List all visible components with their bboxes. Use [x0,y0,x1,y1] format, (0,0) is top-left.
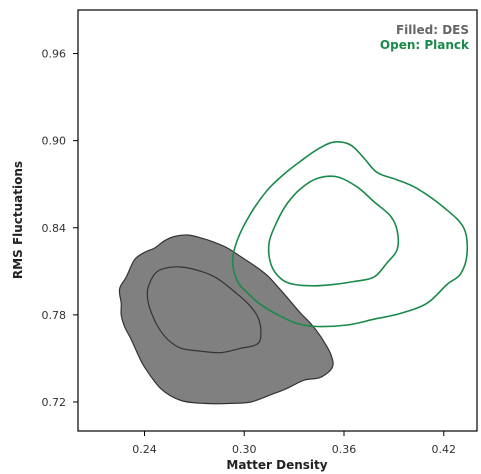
y-tick-label: 0.72 [42,396,67,409]
open-contour-outer [231,141,469,328]
x-axis-ticks: 0.24 0.30 0.36 0.42 [132,431,456,456]
y-axis-ticks: 0.72 0.78 0.84 0.90 0.96 [42,48,78,409]
x-tick-label: 0.42 [432,443,457,456]
legend-entry-filled: Filled: DES [396,23,469,37]
x-tick-label: 0.24 [132,443,157,456]
x-axis-title: Matter Density [226,458,327,472]
x-tick-label: 0.30 [232,443,257,456]
x-tick-label: 0.36 [332,443,357,456]
y-tick-label: 0.78 [42,309,67,322]
y-tick-label: 0.96 [42,48,67,61]
y-tick-label: 0.84 [42,222,67,235]
filled-contour-outer [118,234,334,405]
filled-contour-inner [146,266,262,354]
legend-entry-open: Open: Planck [380,38,470,52]
contour-layer [118,141,469,405]
y-tick-label: 0.90 [42,135,67,148]
y-axis-title: RMS Fluctuations [11,161,25,279]
open-contour-inner [267,175,400,287]
